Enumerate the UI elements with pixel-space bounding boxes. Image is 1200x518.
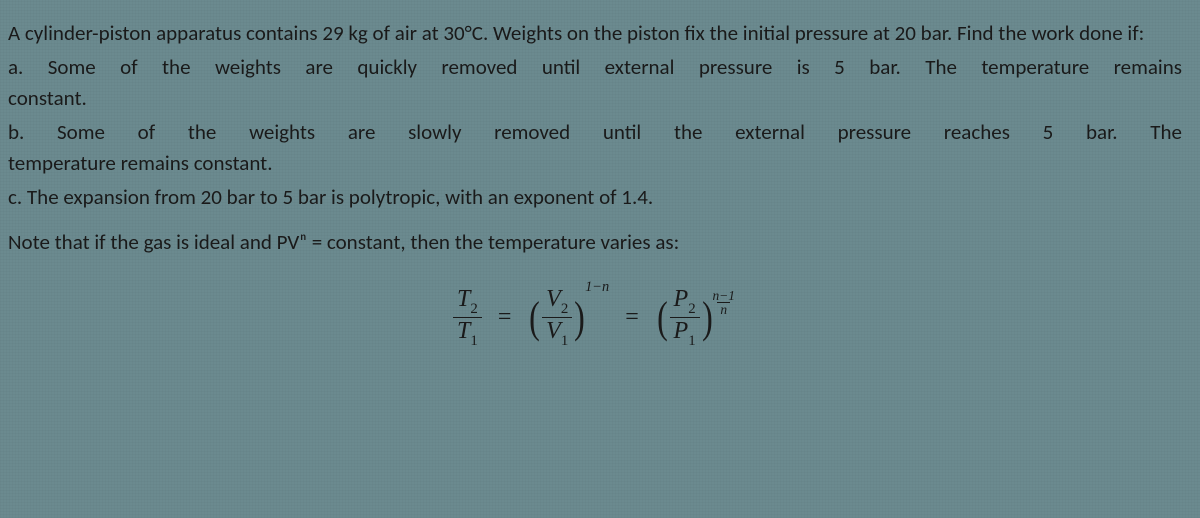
part-a-line2: constant.	[8, 83, 1182, 115]
part-c: c. The expansion from 20 bar to 5 bar is…	[8, 182, 1182, 214]
part-a-line1: a. Some of the weights are quickly remov…	[8, 52, 1182, 84]
part-b-line1: b. Some of the weights are slowly remove…	[8, 117, 1182, 149]
part-b-line2: temperature remains constant.	[8, 148, 1182, 180]
rhs-term: ( P2 P1 ) n−1 n	[655, 287, 737, 349]
problem-intro: A cylinder-piston apparatus contains 29 …	[8, 18, 1182, 50]
note-text: Note that if the gas is ideal and PVⁿ = …	[8, 227, 1182, 259]
equation-container: T2 T1 = ( V2 V1 ) 1−n = ( P2 P1 ) n−1	[8, 287, 1182, 349]
equals-2: =	[623, 299, 641, 335]
mid-exponent: 1−n	[585, 277, 609, 299]
rhs-exponent: n−1 n	[710, 275, 737, 317]
equals-1: =	[496, 299, 514, 335]
lhs-fraction: T2 T1	[453, 287, 482, 349]
polytropic-equation: T2 T1 = ( V2 V1 ) 1−n = ( P2 P1 ) n−1	[453, 287, 737, 349]
mid-term: ( V2 V1 ) 1−n	[527, 287, 609, 349]
